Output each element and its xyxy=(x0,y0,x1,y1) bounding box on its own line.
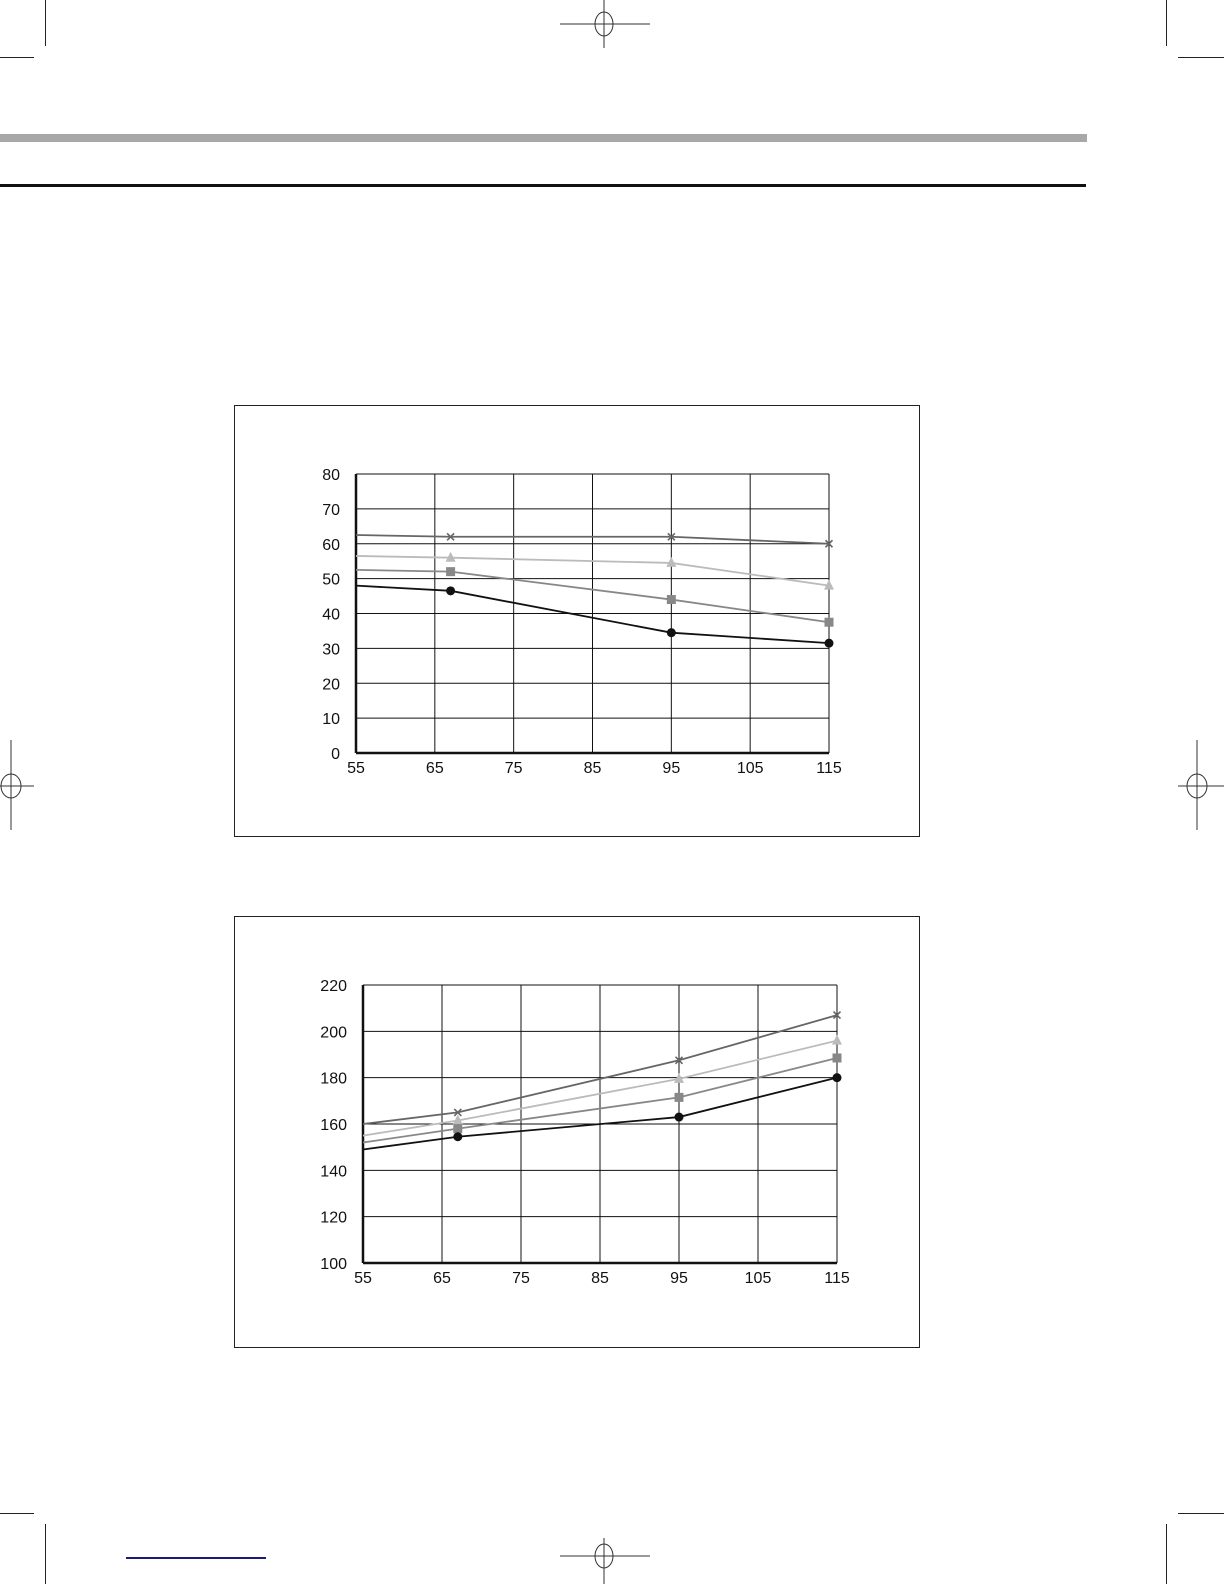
chart-2-frame: 100 120 140 160 180 200 220 55 65 75 85 95 105 115 xyxy=(234,916,920,1348)
data-point-circle xyxy=(453,1132,463,1142)
y-tick-label: 40 xyxy=(322,607,340,624)
registration-mark-bottom xyxy=(560,1538,650,1584)
crop-mark xyxy=(1178,1513,1224,1514)
x-tick-label: 85 xyxy=(584,760,602,777)
data-point-x xyxy=(667,532,676,541)
y-tick-label: 160 xyxy=(320,1117,347,1134)
y-tick-label: 100 xyxy=(320,1256,347,1273)
y-tick-label: 30 xyxy=(322,641,340,658)
data-point-circle xyxy=(446,586,456,596)
series-line-x xyxy=(362,1014,838,1125)
x-tick-label: 65 xyxy=(433,1270,451,1287)
data-point-square xyxy=(832,1053,842,1063)
y-tick-label: 60 xyxy=(322,537,340,554)
x-tick-label: 75 xyxy=(505,760,523,777)
crop-mark xyxy=(0,57,34,58)
crop-mark xyxy=(45,0,46,46)
y-tick-label: 50 xyxy=(322,572,340,589)
data-point-x xyxy=(824,539,834,548)
x-tick-label: 75 xyxy=(512,1270,530,1287)
crop-mark xyxy=(0,1513,34,1514)
x-tick-label: 115 xyxy=(824,1270,850,1287)
data-point-triangle xyxy=(445,551,456,562)
series-line-circle xyxy=(355,584,830,645)
series-line-triangle xyxy=(362,1039,838,1137)
y-tick-label: 120 xyxy=(320,1210,347,1227)
x-tick-label: 105 xyxy=(745,1270,772,1287)
crop-mark xyxy=(1178,57,1224,58)
y-tick-label: 140 xyxy=(320,1163,347,1180)
chart-1-frame: 0 10 20 30 40 50 60 70 80 55 65 75 85 95 105 115 xyxy=(234,405,920,837)
y-tick-label: 0 xyxy=(331,746,340,763)
data-point-x xyxy=(674,1056,684,1065)
series-line-square xyxy=(355,569,830,624)
data-point-square xyxy=(453,1124,463,1134)
data-point-x xyxy=(453,1108,462,1117)
data-point-x xyxy=(832,1011,842,1020)
data-point-triangle xyxy=(452,1114,463,1125)
crop-mark xyxy=(1166,1524,1167,1584)
series-line-triangle xyxy=(355,555,830,587)
data-point-circle xyxy=(832,1073,842,1083)
x-tick-label: 105 xyxy=(737,760,764,777)
data-point-square xyxy=(674,1092,684,1102)
x-tick-label: 85 xyxy=(591,1270,609,1287)
series-line-square xyxy=(362,1057,838,1144)
data-point-triangle xyxy=(824,579,834,590)
y-tick-label: 70 xyxy=(322,502,340,519)
x-tick-label: 55 xyxy=(354,1270,372,1287)
y-tick-label: 10 xyxy=(322,711,340,728)
x-tick-label: 55 xyxy=(347,760,365,777)
data-point-x xyxy=(446,532,455,541)
y-tick-label: 220 xyxy=(320,978,347,995)
x-tick-label: 95 xyxy=(662,760,680,777)
registration-mark-right xyxy=(1178,740,1224,830)
crop-mark xyxy=(45,1524,46,1584)
y-tick-label: 20 xyxy=(322,676,340,693)
data-point-circle xyxy=(666,628,676,638)
series-line-circle xyxy=(362,1076,838,1151)
header-rule xyxy=(0,184,1086,187)
y-tick-label: 200 xyxy=(320,1024,347,1041)
y-tick-label: 180 xyxy=(320,1071,347,1088)
x-tick-label: 95 xyxy=(670,1270,688,1287)
x-tick-label: 65 xyxy=(426,760,444,777)
x-tick-label: 115 xyxy=(816,760,842,777)
data-point-square xyxy=(824,617,834,627)
data-point-circle xyxy=(674,1112,684,1122)
data-point-triangle xyxy=(666,556,677,567)
registration-mark-left xyxy=(0,740,34,830)
data-point-triangle xyxy=(674,1072,684,1083)
y-tick-label: 80 xyxy=(322,467,340,484)
chart-2: 100 120 140 160 180 200 220 55 65 75 85 95 105 115 xyxy=(320,978,850,1287)
series-line-x xyxy=(355,534,830,545)
data-point-square xyxy=(446,567,456,577)
chart-1: 0 10 20 30 40 50 60 70 80 55 65 75 85 95 105 115 xyxy=(322,467,842,777)
footer-link-underline xyxy=(126,1557,266,1559)
data-point-triangle xyxy=(832,1034,842,1045)
header-bar xyxy=(0,134,1087,142)
data-point-square xyxy=(666,595,676,605)
registration-mark-top xyxy=(560,0,650,48)
crop-mark xyxy=(1166,0,1167,46)
data-point-circle xyxy=(824,638,834,648)
